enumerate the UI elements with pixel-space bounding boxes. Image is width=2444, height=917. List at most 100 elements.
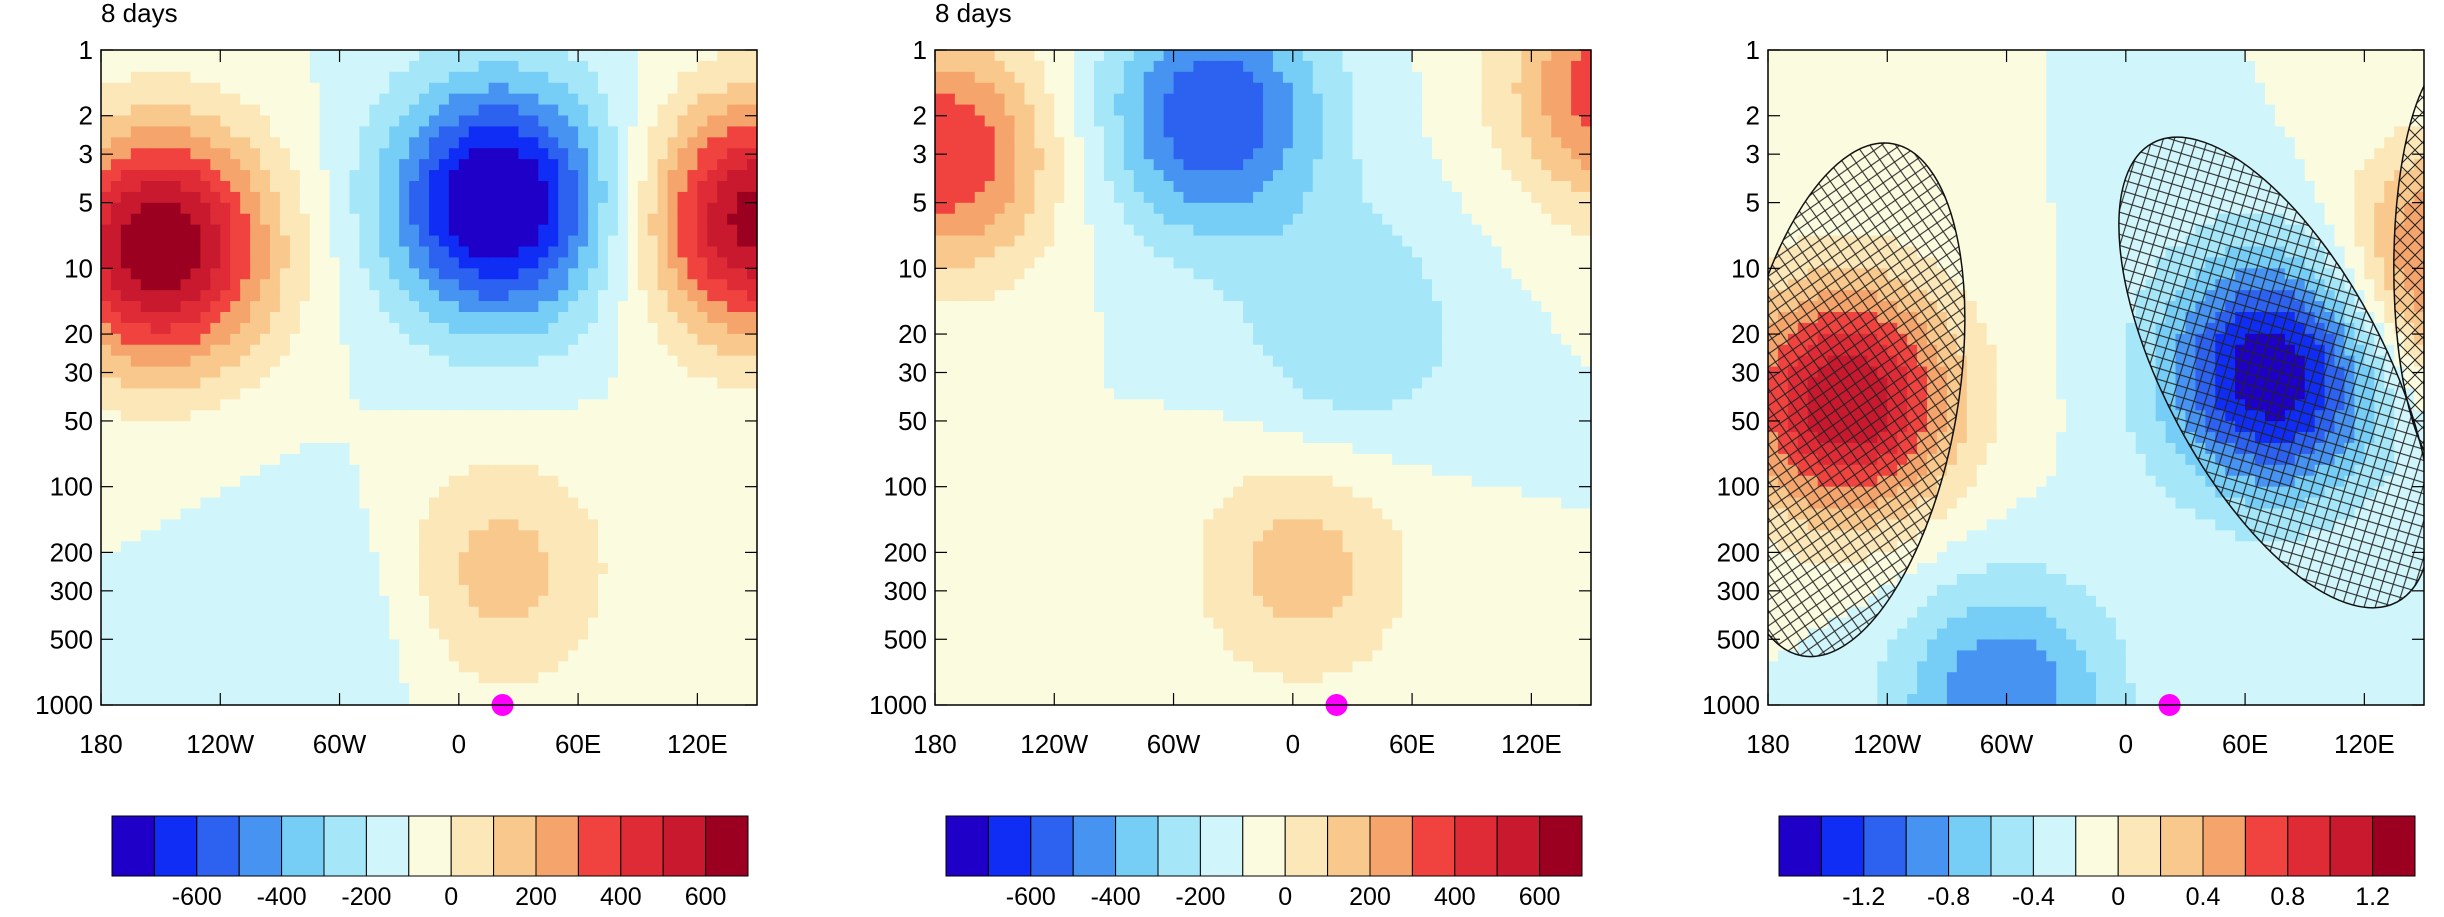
- panel-1-cell: [627, 322, 639, 335]
- panel-1-cell: [747, 71, 758, 84]
- panel-1-cell: [707, 574, 718, 586]
- panel-1-colorbar-box: [705, 815, 749, 877]
- panel-1-cell: [677, 683, 689, 695]
- panel-1-cell: [617, 93, 629, 106]
- panel-1-cell: [101, 595, 112, 608]
- panel-1-cell: [488, 574, 500, 586]
- panel-1-cell: [419, 148, 430, 160]
- panel-1-cell: [717, 552, 728, 564]
- panel-1-cell: [200, 552, 211, 564]
- panel-1-cell: [429, 366, 440, 379]
- panel-1-cell: [120, 377, 132, 390]
- panel-2-cell: [1561, 170, 1572, 182]
- panel-1-cell: [558, 399, 569, 411]
- panel-2-cell: [1392, 159, 1403, 171]
- panel-1-cell: [488, 224, 500, 237]
- panel-1-cell: [289, 202, 301, 215]
- panel-1-cell: [458, 410, 470, 422]
- panel-1-cell: [578, 508, 589, 521]
- panel-2-cell: [1193, 170, 1204, 182]
- panel-1-cell: [180, 279, 192, 291]
- panel-1-cell: [737, 366, 748, 379]
- panel-1-cell: [120, 115, 132, 128]
- panel-1-cell: [389, 628, 400, 641]
- panel-1-cell: [319, 126, 331, 138]
- panel-1-cell: [279, 628, 291, 641]
- panel-2-cell: [1113, 148, 1125, 160]
- panel-1-cell: [429, 312, 440, 324]
- panel-1-cell: [687, 377, 698, 390]
- panel-1-cell: [558, 432, 569, 444]
- panel-1-cell: [647, 333, 659, 346]
- panel-1-cell: [558, 606, 569, 619]
- panel-1-cell: [359, 639, 370, 652]
- panel-1-cell: [240, 60, 251, 73]
- panel-1-cell: [468, 159, 480, 171]
- panel-1-cell: [438, 475, 450, 488]
- panel-1-cell: [140, 530, 152, 542]
- panel-1-cell: [518, 552, 529, 564]
- panel-1-cell: [180, 421, 192, 433]
- panel-1-cell: [220, 497, 231, 510]
- panel-1-cell: [260, 639, 271, 652]
- panel-1-cell: [399, 672, 410, 684]
- panel-2-cell: [1491, 191, 1503, 204]
- panel-1-y-tick-label: 300: [50, 576, 93, 606]
- panel-1-cell: [150, 191, 162, 204]
- panel-1-cell: [697, 71, 708, 84]
- panel-1-cell: [647, 344, 659, 357]
- panel-1-cell: [588, 60, 599, 73]
- panel-1-cell: [528, 181, 539, 193]
- panel-1-cell: [667, 71, 679, 84]
- panel-1-cell: [269, 191, 281, 204]
- panel-1-cell: [657, 344, 669, 357]
- panel-1-cell: [190, 71, 201, 84]
- panel-1-cell: [170, 290, 182, 302]
- panel-1-cell: [687, 410, 698, 422]
- panel-1-cell: [657, 650, 669, 662]
- panel-1-cell: [478, 443, 490, 455]
- panel-1-cell: [429, 290, 440, 302]
- panel-1-cell: [409, 628, 420, 641]
- panel-1-cell: [160, 355, 172, 368]
- panel-1-cell: [170, 519, 182, 531]
- panel-1-cell: [349, 104, 361, 117]
- panel-1-cell: [498, 399, 510, 411]
- panel-2-cell: [1203, 82, 1214, 95]
- panel-1-cell: [707, 399, 718, 411]
- panel-1-cell: [458, 399, 470, 411]
- panel-1-cell: [180, 672, 192, 684]
- panel-1-cell: [429, 191, 440, 204]
- panel-1-cell: [419, 453, 430, 466]
- panel-1-cell: [210, 519, 221, 531]
- panel-2-cell: [1123, 50, 1135, 62]
- panel-1-cell: [508, 301, 520, 313]
- panel-2-cell: [1253, 137, 1264, 149]
- panel-1-cell: [717, 235, 728, 248]
- panel-2-cell: [1024, 115, 1035, 128]
- panel-1-cell: [588, 530, 599, 542]
- panel-1-cell: [130, 60, 142, 73]
- panel-1-cell: [478, 60, 490, 73]
- panel-2-cell: [1233, 170, 1244, 182]
- panel-1-cell: [339, 432, 351, 444]
- panel-1-cell: [717, 464, 728, 477]
- panel-1-cell: [140, 497, 152, 510]
- panel-1-cell: [677, 268, 689, 280]
- panel-1-cell: [160, 290, 172, 302]
- panel-1-cell: [528, 126, 539, 138]
- panel-1-cell: [200, 213, 211, 226]
- panel-2-cell: [1024, 159, 1035, 171]
- panel-2-cell: [1243, 71, 1254, 84]
- panel-1-cell: [319, 355, 331, 368]
- panel-1-cell: [727, 246, 738, 259]
- panel-1-cell: [319, 344, 331, 357]
- panel-1-cell: [478, 82, 490, 95]
- panel-1-cell: [448, 235, 460, 248]
- panel-1-cell: [269, 541, 281, 553]
- panel-1-cell: [369, 235, 380, 248]
- panel-2-cell: [1074, 126, 1085, 138]
- panel-2-cell: [1461, 148, 1473, 160]
- panel-1-cell: [150, 71, 162, 84]
- panel-1-cell: [409, 694, 420, 706]
